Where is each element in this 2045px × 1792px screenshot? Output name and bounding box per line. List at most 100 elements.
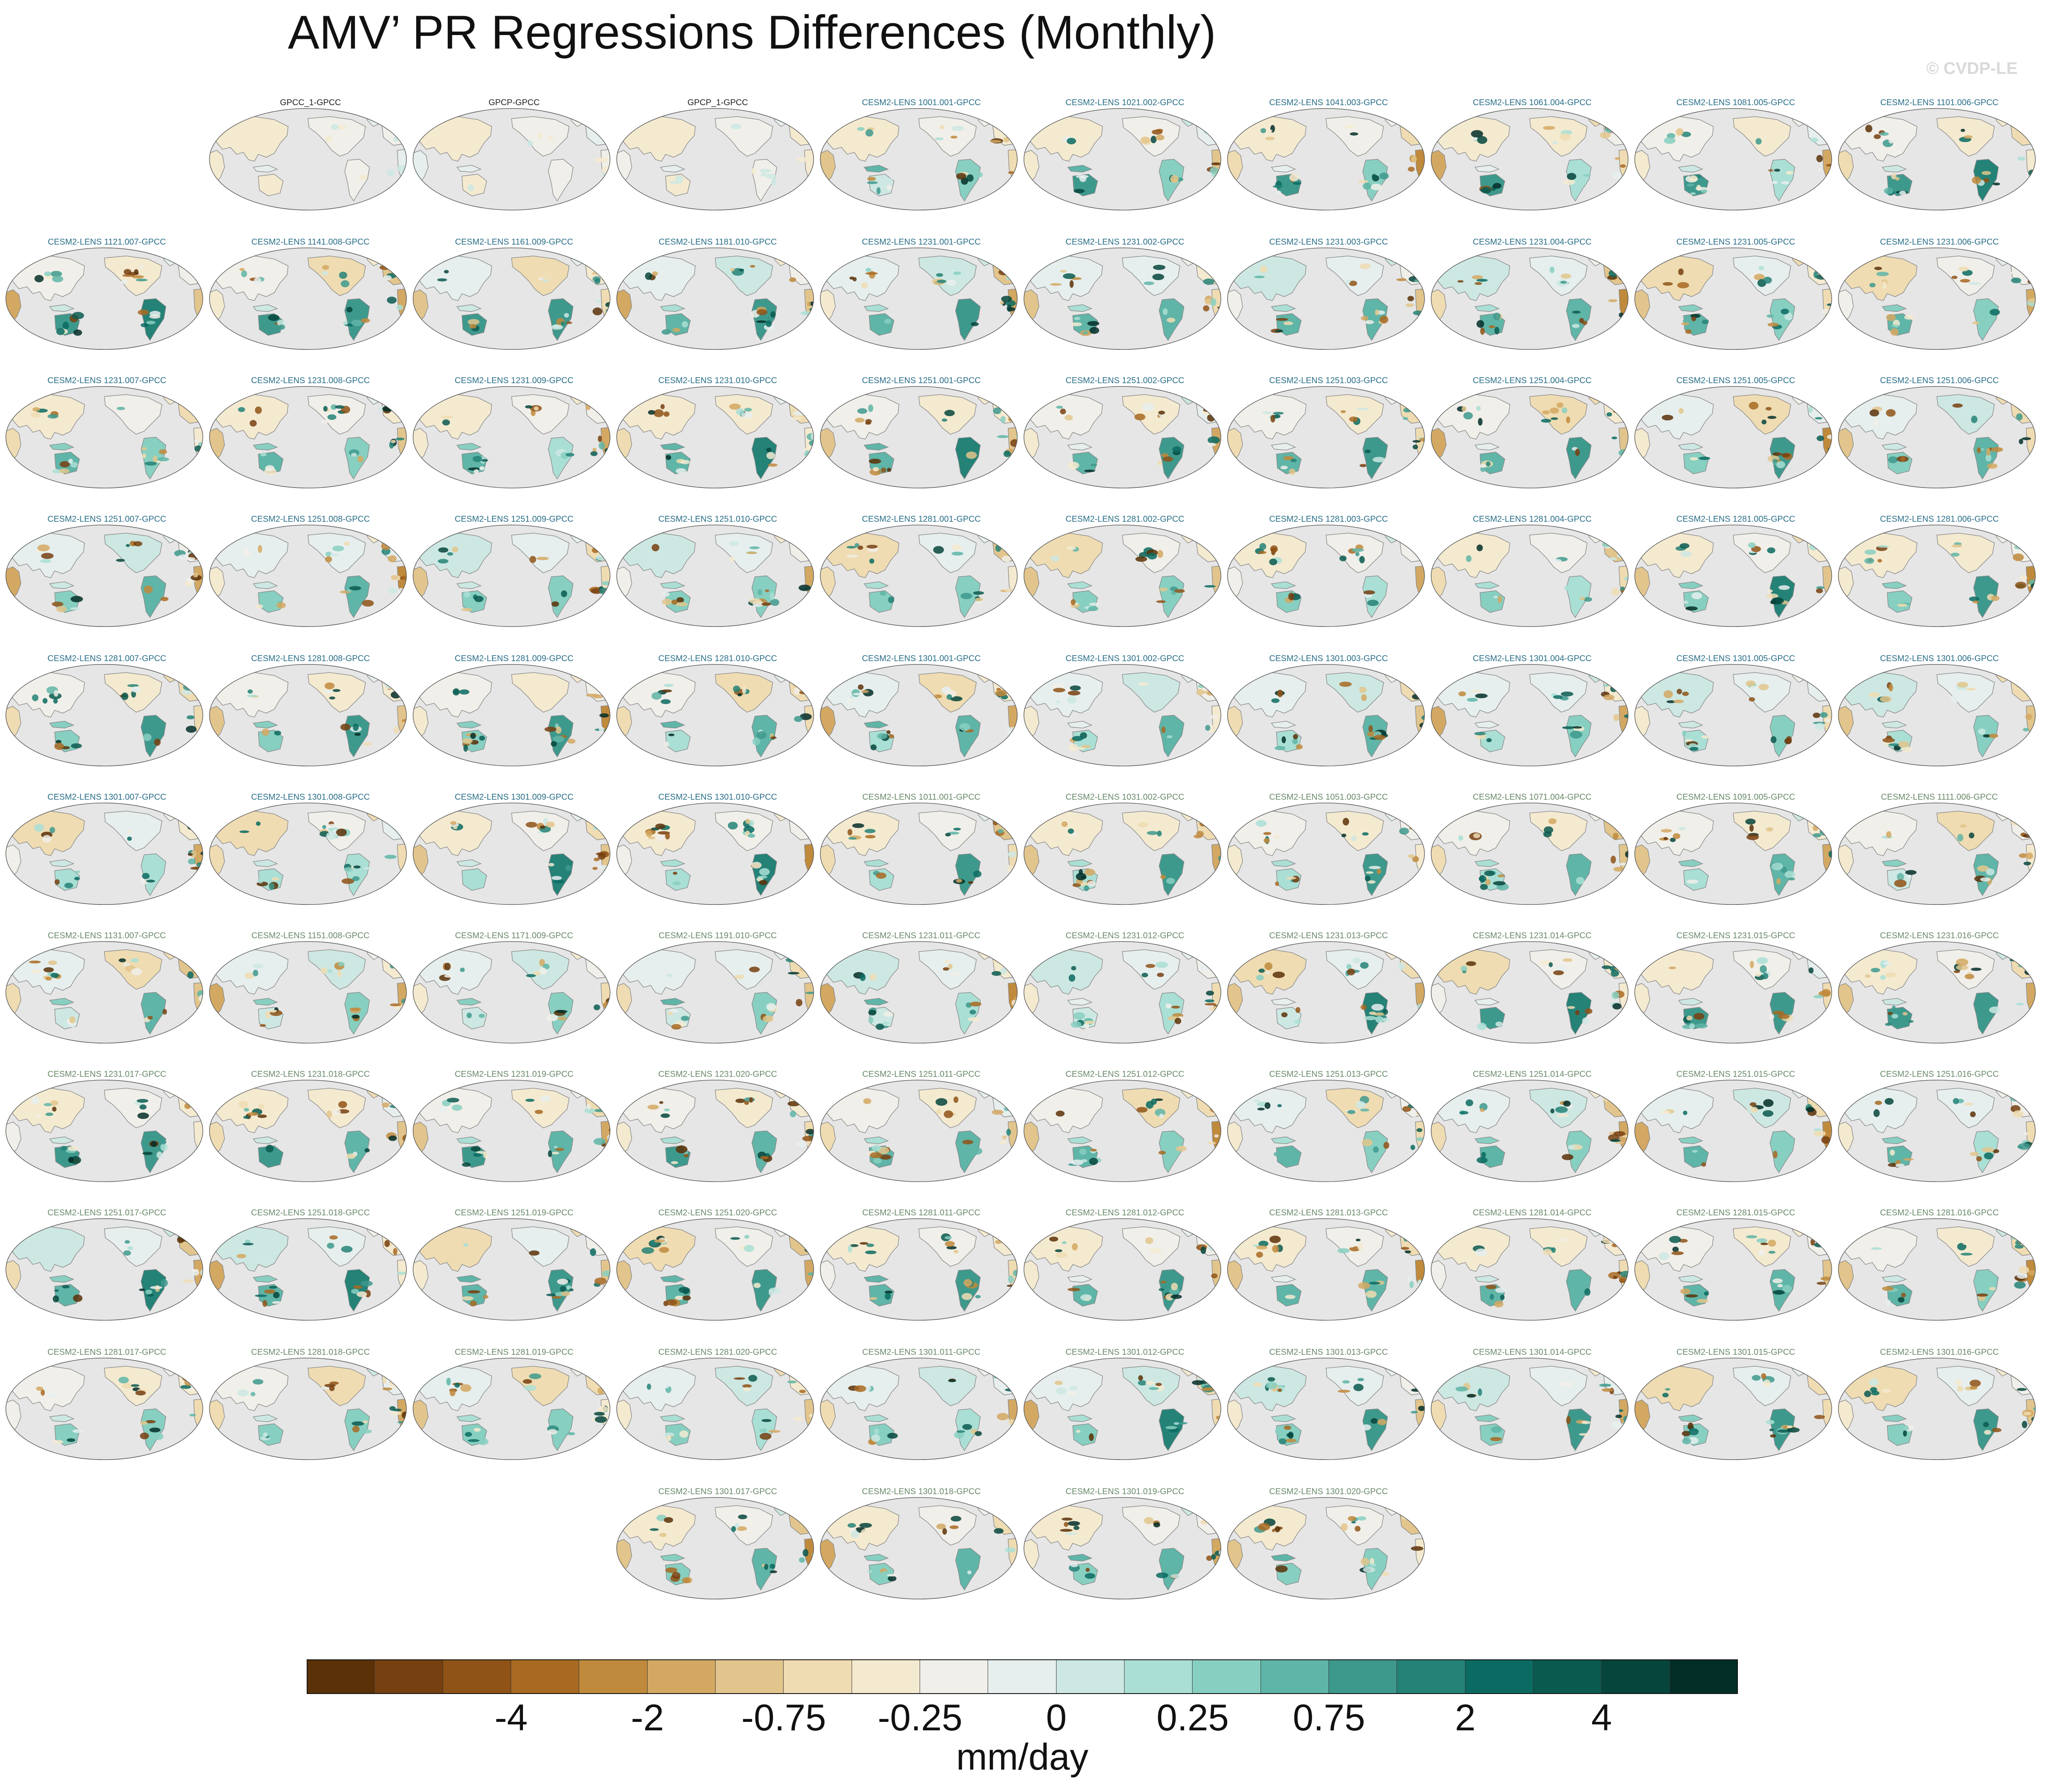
land-indonesia [863, 1554, 889, 1562]
field-patch [807, 553, 814, 558]
field-patch [141, 447, 147, 450]
field-patch [1969, 1152, 1979, 1156]
field-patch [140, 323, 149, 327]
field-patch [734, 974, 745, 979]
field-patch [1972, 321, 1980, 324]
panel-title: GPCP-GPCC [488, 98, 540, 107]
field-patch [1006, 1128, 1011, 1136]
field-patch [1171, 1005, 1180, 1009]
field-patch [74, 870, 81, 873]
field-patch [1689, 746, 1699, 751]
land-indonesia [660, 443, 686, 451]
panel-title: CESM2-LENS 1301.019-GPCC [1065, 1487, 1185, 1496]
field-patch [594, 1277, 607, 1285]
field-patch [1816, 588, 1823, 594]
land-samer [752, 1548, 777, 1591]
field-patch [1145, 1381, 1155, 1385]
map-border [209, 1357, 407, 1460]
map-panel: CESM2-LENS 1251.011-GPCC [820, 1070, 1023, 1196]
field-patch [1149, 1387, 1159, 1390]
land-namer [1529, 116, 1588, 157]
field-patch [1255, 820, 1267, 827]
field-patch [1196, 831, 1204, 837]
field-patch [29, 960, 41, 964]
field-patch [1217, 272, 1221, 279]
field-patch [590, 965, 594, 973]
map-border [209, 802, 407, 905]
field-patch [756, 320, 767, 323]
field-patch [246, 694, 258, 697]
field-patch [1616, 959, 1628, 964]
land-samer [752, 575, 777, 618]
field-patch [116, 558, 125, 562]
field-patch [1001, 296, 1012, 302]
field-patch [1978, 728, 1986, 735]
field-patch [1010, 1520, 1018, 1523]
field-patch [393, 1248, 398, 1255]
field-patch [2020, 575, 2027, 581]
field-patch [449, 684, 461, 690]
field-patch [1612, 1003, 1622, 1010]
field-patch [239, 268, 245, 271]
field-patch [999, 300, 1004, 305]
field-patch [1552, 559, 1562, 563]
field-patch [1476, 320, 1484, 328]
field-patch [675, 1295, 684, 1300]
field-patch [971, 322, 979, 326]
field-patch [1166, 318, 1176, 323]
map-panel: CESM2-LENS 1131.007-GPCC [5, 931, 209, 1058]
world-map [1024, 386, 1221, 489]
field-patch [187, 822, 196, 830]
land-indonesia [456, 1136, 482, 1144]
map-border [616, 1218, 814, 1321]
field-patch [1416, 1128, 1422, 1132]
field-patch [539, 959, 545, 967]
colorbar-swatch [511, 1659, 580, 1694]
field-patch [256, 821, 261, 826]
field-patch [338, 1101, 347, 1108]
panel-title: CESM2-LENS 1251.007-GPCC [47, 515, 166, 524]
field-patch [1458, 835, 1463, 841]
land-indonesia [1678, 304, 1704, 312]
land-indonesia [1474, 304, 1500, 312]
field-patch [142, 453, 147, 459]
field-patch [950, 136, 958, 139]
field-patch [121, 692, 128, 700]
field-patch [1871, 1247, 1882, 1250]
panel-title: CESM2-LENS 1281.014-GPCC [1473, 1208, 1592, 1217]
field-patch [1067, 696, 1077, 704]
field-patch [1478, 1388, 1482, 1396]
field-patch [1253, 1382, 1262, 1387]
field-patch [730, 268, 735, 272]
map-border [5, 524, 203, 627]
field-patch [1748, 402, 1759, 410]
land-indonesia [1271, 1414, 1296, 1422]
world-map [209, 941, 407, 1044]
field-patch [1410, 1516, 1418, 1522]
colorbar-frame [307, 1659, 1738, 1694]
world-map [413, 386, 610, 489]
field-patch [945, 833, 951, 836]
land-samer [752, 992, 777, 1035]
world-map [1227, 1357, 1425, 1460]
field-patch [2028, 298, 2036, 303]
field-patch [257, 1114, 267, 1118]
field-patch [52, 275, 63, 283]
field-patch [598, 852, 606, 860]
field-patch [789, 277, 796, 282]
field-patch [809, 301, 814, 306]
field-patch [1486, 1285, 1497, 1289]
field-patch [268, 314, 280, 321]
field-patch [869, 558, 874, 564]
field-patch [1498, 595, 1502, 603]
field-patch [534, 406, 539, 411]
field-patch [1348, 1516, 1356, 1521]
field-patch [596, 825, 609, 828]
field-patch [1825, 550, 1832, 554]
world-map [209, 108, 407, 211]
map-panel: CESM2-LENS 1231.007-GPCC [5, 376, 209, 503]
map-panel: CESM2-LENS 1041.003-GPCC [1227, 98, 1430, 225]
field-patch [249, 420, 257, 427]
field-patch [2018, 1266, 2029, 1274]
field-patch [162, 1009, 167, 1015]
